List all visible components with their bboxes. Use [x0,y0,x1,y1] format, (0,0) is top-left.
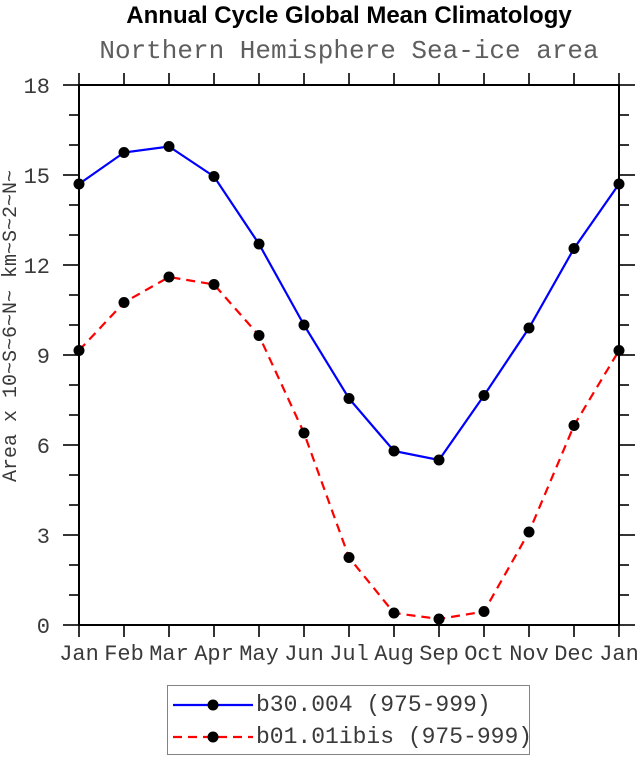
svg-text:Jan: Jan [59,642,99,667]
plot-area: Area x 10~S~6~N~ km~S~2~N~ Jan Feb Mar Apr M… [0,73,637,667]
svg-text:Aug: Aug [374,642,414,667]
legend-label-b01-01ibis: b01.01ibis (975-999) [256,723,533,750]
svg-text:0: 0 [37,615,50,640]
svg-text:Feb: Feb [104,642,144,667]
svg-text:18: 18 [24,75,50,100]
svg-text:Mar: Mar [149,642,189,667]
svg-text:12: 12 [24,255,50,280]
legend-sample-line-dot-blue [173,699,253,711]
svg-text:Sep: Sep [419,642,459,667]
svg-text:Jan: Jan [599,642,637,667]
svg-text:Nov: Nov [509,642,549,667]
svg-text:6: 6 [37,435,50,460]
svg-text:Jul: Jul [329,642,369,667]
y-axis-title: Area x 10~S~6~N~ km~S~2~N~ [0,170,23,482]
svg-text:Apr: Apr [194,642,234,667]
svg-text:Dec: Dec [554,642,594,667]
legend-item-b01-01ibis: b01.01ibis (975-999) [168,721,533,753]
svg-text:3: 3 [37,525,50,550]
legend: b30.004 (975-999) b01.01ibis (975-999) [167,685,533,755]
svg-text:Jun: Jun [284,642,324,667]
legend-item-b30-004: b30.004 (975-999) [168,689,529,721]
svg-text:15: 15 [24,165,50,190]
svg-text:9: 9 [37,345,50,370]
svg-text:Oct: Oct [464,642,504,667]
chart-title: Annual Cycle Global Mean Climatology [126,2,572,29]
chart-subtitle: Northern Hemisphere Sea-ice area [99,36,599,66]
legend-sample-line-dot-red [173,731,253,743]
svg-text:May: May [239,642,279,667]
legend-label-b30-004: b30.004 (975-999) [256,691,491,718]
